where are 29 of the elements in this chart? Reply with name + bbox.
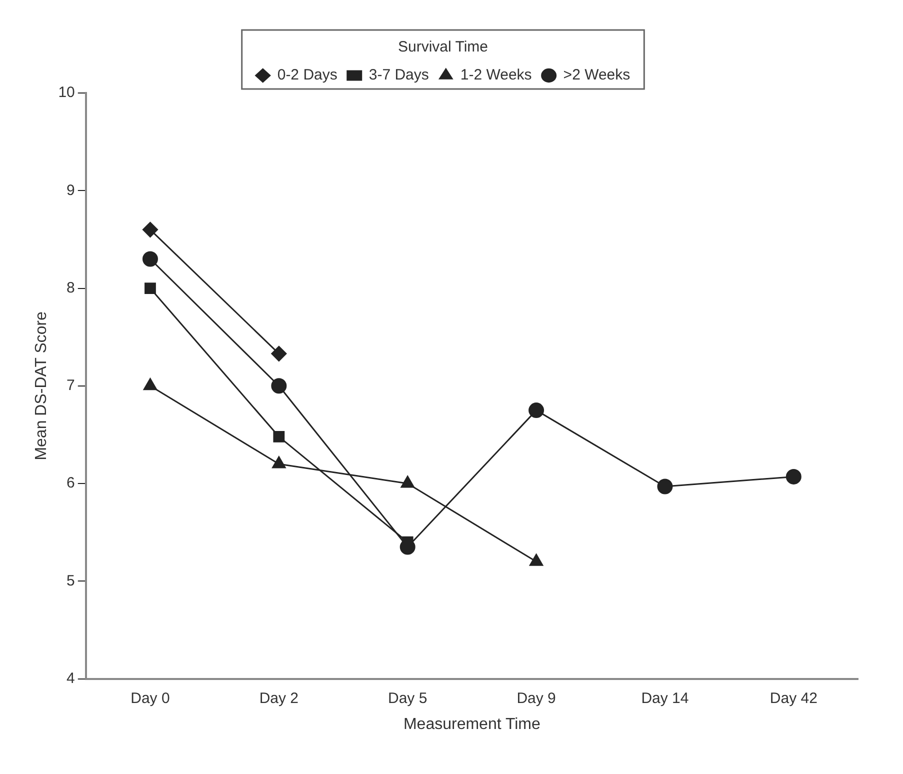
- y-tick-label: 6: [66, 474, 75, 492]
- legend-label: 1-2 Weeks: [460, 66, 532, 84]
- point: [142, 251, 158, 267]
- y-axis-title: Mean DS-DAT Score: [33, 311, 50, 460]
- y-tick-label: 7: [66, 377, 75, 394]
- point: [657, 478, 673, 494]
- x-tick-label: Day 2: [259, 690, 299, 707]
- y-tick-label: 5: [66, 572, 75, 590]
- legend-label: >2 Weeks: [563, 66, 630, 84]
- x-tick-label: Day 14: [641, 690, 689, 707]
- point: [142, 222, 158, 238]
- y-tick-label: 10: [58, 84, 75, 102]
- point: [273, 430, 285, 442]
- point: [271, 346, 287, 362]
- point: [528, 402, 544, 418]
- y-tick-label: 4: [66, 670, 75, 687]
- x-tick-label: Day 5: [388, 690, 428, 707]
- point: [786, 468, 802, 484]
- point: [271, 378, 287, 394]
- y-tick-label: 9: [66, 182, 75, 199]
- y-tick-label: 8: [66, 279, 75, 296]
- legend-label: 3-7 Days: [368, 66, 429, 84]
- x-tick-label: Day 42: [770, 690, 818, 707]
- x-axis-title: Measurement Time: [403, 716, 541, 733]
- legend-label: 0-2 Days: [277, 66, 338, 84]
- x-tick-label: Day 0: [130, 690, 170, 707]
- legend-title: Survival Time: [398, 38, 488, 56]
- point: [144, 282, 156, 294]
- x-tick-label: Day 9: [516, 690, 556, 707]
